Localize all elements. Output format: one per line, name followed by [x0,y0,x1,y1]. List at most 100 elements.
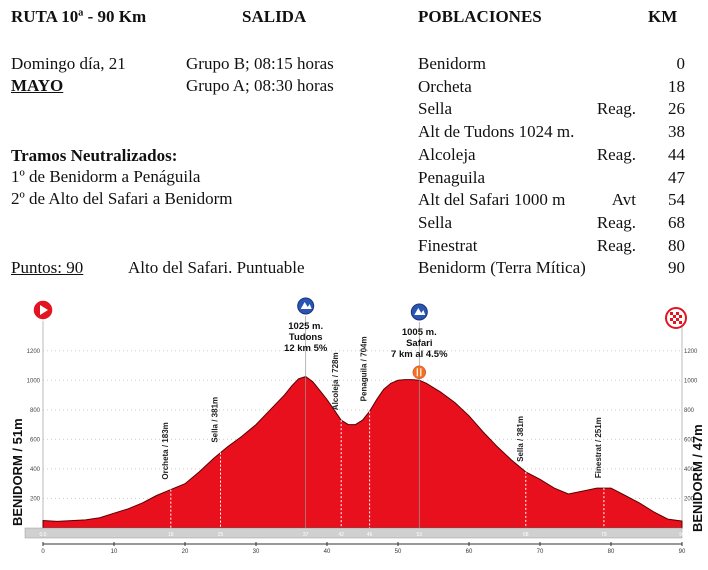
puntos-note: Alto del Safari. Puntuable [128,258,305,277]
y-tick-label: 400 [684,467,695,473]
town-name: Orcheta [418,76,472,96]
town-tag: Reag. [596,235,636,255]
x-tick-label: 50 [395,549,402,555]
date-text: Domingo día, 21 [11,54,126,73]
town-name: Sella [418,99,452,119]
town-km: 68 [668,212,685,232]
band-label: 0.0 [40,532,47,538]
y-tick-label: 1000 [27,378,41,384]
town-name: Penaguila [418,167,486,187]
climb-label: Tudons [289,332,323,343]
band-label: 79 [601,532,607,538]
elevation-area [42,376,683,529]
band-label: 46 [367,532,373,538]
km-band [24,527,683,539]
x-tick-label: 90 [679,549,686,555]
x-tick-label: 30 [253,549,260,555]
town-name: Finestrat [418,235,478,255]
month-text: MAYO [11,76,64,95]
climb-label: 7 km al 4.5% [391,349,448,360]
x-tick-label: 60 [466,549,473,555]
climb-label: 1005 m. [402,327,437,338]
food-station-glyph [416,368,422,377]
km-heading: KM [648,7,678,26]
finish-checker [676,318,679,321]
waypoint-label: Penaguila / 704m [360,336,369,401]
town-km: 54 [668,190,685,210]
y-tick-label: 800 [30,408,41,414]
finish-checker [670,312,673,315]
y-tick-label: 200 [684,496,695,502]
group-a-time: Grupo A; 08:30 horas [186,76,334,95]
town-km: 18 [668,76,685,96]
waypoint-label: Finestrat / 251m [594,417,603,478]
mountain-icon-glyph [300,302,312,309]
x-tick-label: 70 [537,549,544,555]
x-tick-label: 80 [608,549,615,555]
waypoint-label: Alcoleja / 728m [331,352,340,410]
y-tick-label: 1200 [684,349,698,355]
y-tick-label: 600 [30,437,41,443]
end-city-label: BENIDORM / 47m [690,424,705,532]
waypoint-label: Orcheta / 183m [161,422,170,479]
x-tick-label: 10 [111,549,118,555]
y-tick-label: 600 [684,437,695,443]
band-label: 42 [338,532,344,538]
band-label: 68 [523,532,529,538]
town-km: 80 [668,235,685,255]
finish-checker [679,315,682,318]
waypoint-label: Sella / 381m [516,416,525,462]
town-name: Alt del Safari 1000 m [418,190,566,210]
y-tick-label: 1200 [27,349,41,355]
town-km: 44 [668,144,685,164]
climb-label: 12 km 5% [284,343,328,354]
food-station-icon [412,365,427,380]
town-name: Benidorm [418,54,486,73]
band-label: 18 [168,532,174,538]
town-tag: Reag. [596,212,636,232]
finish-checker [676,312,679,315]
town-name: Sella [418,212,452,232]
finish-checker [673,315,676,318]
x-tick-label: 20 [182,549,189,555]
y-tick-label: 400 [30,467,41,473]
band-label: 37 [303,532,309,538]
start-arrow-icon [40,305,48,315]
band-label: 25 [218,532,224,538]
x-tick-label: 0 [41,549,45,555]
salida-heading: SALIDA [242,7,307,26]
town-km: 38 [668,122,685,142]
y-tick-label: 200 [30,496,41,502]
town-km: 90 [668,258,685,278]
town-tag: Reag. [596,144,636,164]
town-name: Alcoleja [418,144,476,164]
waypoint-label: Sella / 381m [211,397,220,443]
town-name: Alt de Tudons 1024 m. [418,122,575,142]
tramo-item: 2º de Alto del Safari a Benidorm [11,189,233,208]
group-b-time: Grupo B; 08:15 horas [186,54,334,73]
route-title: RUTA 10ª - 90 Km [11,7,147,26]
town-tag: Reag. [596,99,636,119]
tramo-item: 1º de Benidorm a Penáguila [11,167,201,186]
town-km: 26 [668,99,685,119]
finish-checker [673,321,676,324]
y-tick-label: 1000 [684,378,698,384]
x-tick-label: 40 [324,549,331,555]
puntos-label: Puntos: 90 [11,258,84,277]
mountain-icon-glyph [414,308,426,315]
start-city-label: BENIDORM / 51m [10,418,25,526]
band-label: 53 [417,532,423,538]
finish-checker [670,318,673,321]
climb-label: 1025 m. [288,321,323,332]
poblaciones-heading: POBLACIONES [418,7,542,26]
finish-checker [679,321,682,324]
tramos-title: Tramos Neutralizados: [11,146,178,165]
climb-label: Safari [406,338,432,349]
y-tick-label: 800 [684,408,695,414]
band-label: 90 [679,532,685,538]
town-name: Benidorm (Terra Mítica) [418,258,586,278]
town-km: 47 [668,167,685,187]
town-tag: Avt [611,190,636,210]
town-km: 0 [676,54,686,73]
